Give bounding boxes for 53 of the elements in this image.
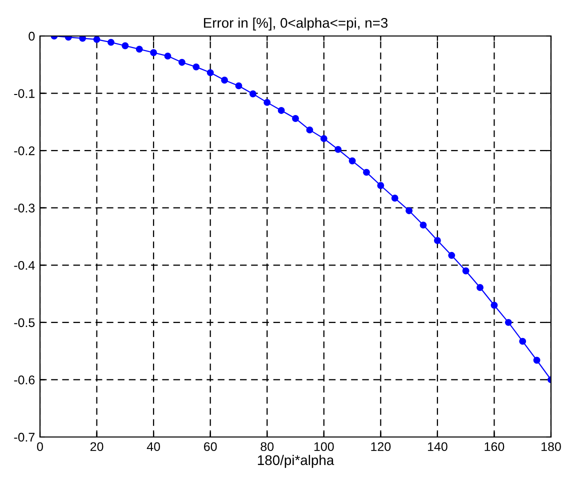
point xyxy=(292,115,299,122)
point xyxy=(278,107,285,114)
point xyxy=(490,302,498,309)
point xyxy=(504,318,512,326)
point xyxy=(519,338,526,345)
x-tick-label: 180 xyxy=(542,442,561,452)
point xyxy=(434,237,441,244)
x-tick-label: 60 xyxy=(204,442,217,452)
point xyxy=(363,168,370,176)
point xyxy=(122,42,129,50)
point xyxy=(306,126,314,134)
y-tick-label: -0.6 xyxy=(14,376,35,384)
point xyxy=(164,52,172,60)
y-tick-label: -0.3 xyxy=(14,204,35,213)
point xyxy=(206,69,214,76)
point xyxy=(533,356,540,364)
point xyxy=(462,267,470,274)
x-tick-label: 80 xyxy=(260,442,274,452)
x-tick-label: 100 xyxy=(314,442,334,452)
y-tick-label: -0.1 xyxy=(14,89,35,98)
y-tick-label: -0.7 xyxy=(14,432,35,442)
point xyxy=(79,36,86,42)
point xyxy=(150,49,158,56)
y-tick-label: 0 xyxy=(28,32,35,41)
x-tick-label: 40 xyxy=(146,442,160,452)
y-tick-label: -0.2 xyxy=(14,146,35,156)
point xyxy=(249,90,256,98)
point xyxy=(136,46,143,53)
point xyxy=(235,82,242,90)
point xyxy=(348,157,356,164)
point xyxy=(334,146,342,153)
point xyxy=(406,207,413,214)
x-tick-label: 140 xyxy=(428,442,448,452)
x-tick-label: 20 xyxy=(90,442,104,452)
point xyxy=(377,182,384,189)
y-tick-label: -0.4 xyxy=(14,260,35,270)
point xyxy=(320,135,328,142)
point xyxy=(108,38,114,46)
point xyxy=(221,76,228,84)
x-tick-label: 160 xyxy=(484,442,504,452)
point xyxy=(476,284,484,291)
point xyxy=(178,58,186,66)
point xyxy=(192,63,200,70)
point xyxy=(391,194,398,202)
point xyxy=(93,36,100,43)
x-axis-title: 180/pi*alpha xyxy=(258,454,334,468)
x-tick-label: 120 xyxy=(371,442,391,452)
y-tick-label: -0.5 xyxy=(14,318,35,328)
point xyxy=(264,98,271,106)
x-tick-label: 0 xyxy=(37,442,43,452)
chart-title: Error in [%], 0<alpha<=pi, n=3 xyxy=(204,18,388,31)
point xyxy=(420,222,427,229)
point xyxy=(448,252,456,259)
